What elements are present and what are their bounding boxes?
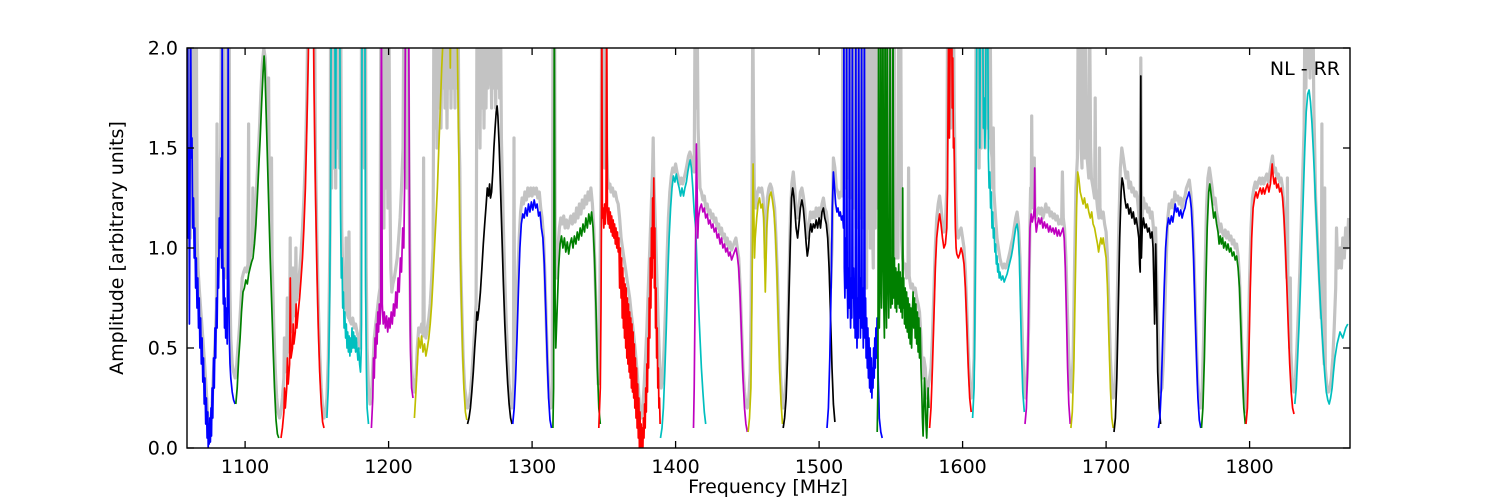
- subband-23: [1200, 183, 1247, 429]
- subband-20: [1070, 171, 1115, 429]
- subband-01: [187, 48, 236, 448]
- subband-17: [928, 48, 973, 429]
- subband-05: [370, 48, 414, 429]
- x-tick-label: 1100: [221, 456, 269, 478]
- correlation-label: NL - RR: [1269, 58, 1340, 80]
- subband-11: [659, 159, 707, 439]
- x-tick-label: 1200: [364, 456, 412, 478]
- subband-04: [326, 48, 370, 425]
- subband-24: [1245, 163, 1295, 425]
- subband-16: [876, 48, 930, 439]
- subband-13: [747, 163, 784, 433]
- subband-06: [413, 48, 468, 421]
- y-tick-label: 1.0: [148, 238, 178, 260]
- x-tick-label: 1800: [1225, 456, 1273, 478]
- x-tick-label: 1300: [508, 456, 556, 478]
- subband-08: [511, 199, 553, 429]
- subband-12: [692, 143, 749, 433]
- y-tick-label: 1.5: [148, 138, 178, 160]
- y-axis-title: Amplitude [arbitrary units]: [106, 121, 128, 375]
- x-tick-label: 1400: [651, 456, 699, 478]
- subband-07: [466, 105, 513, 425]
- axis-ticks: [187, 47, 1350, 449]
- x-tick-label: 1600: [938, 456, 986, 478]
- subband-15: [826, 48, 884, 439]
- subband-10: [597, 48, 661, 448]
- subband-14: [782, 187, 836, 429]
- x-axis-title: Frequency [MHz]: [688, 476, 848, 498]
- y-tick-label: 2.0: [148, 38, 178, 60]
- x-tick-label: 1500: [795, 456, 843, 478]
- subband-19: [1024, 167, 1072, 425]
- subband-18: [971, 48, 1026, 419]
- subband-22: [1157, 191, 1202, 429]
- subband-21: [1113, 75, 1162, 433]
- y-tick-label: 0.5: [148, 338, 178, 360]
- subband-09: [552, 48, 602, 429]
- subband-25: [1293, 89, 1349, 405]
- subband-02: [234, 55, 280, 439]
- y-tick-label: 0.0: [148, 438, 178, 460]
- subband-03: [280, 48, 325, 439]
- x-tick-label: 1700: [1082, 456, 1130, 478]
